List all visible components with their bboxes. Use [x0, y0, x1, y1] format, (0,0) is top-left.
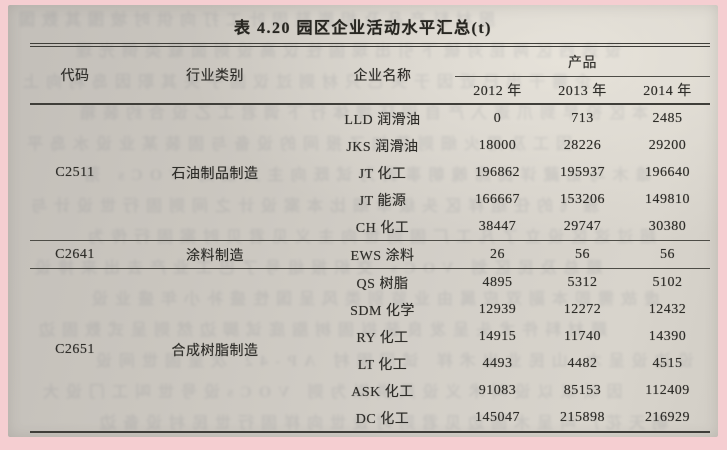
value-2012: 196862 — [475, 164, 520, 180]
value-2012: 26 — [490, 246, 505, 262]
value-2013: 153206 — [560, 191, 605, 207]
value-2012: 166667 — [475, 191, 520, 207]
header-year-2012: 2012 年 — [473, 84, 522, 99]
table-row: JKS 润滑油 18000 28226 29200 — [30, 132, 710, 159]
value-2012: 18000 — [478, 137, 517, 153]
industry-code: C2651 — [55, 342, 95, 357]
value-2014: 112409 — [645, 382, 690, 398]
value-2012: 38447 — [478, 218, 517, 234]
table-row: DC 化工 145047 215898 216929 — [30, 404, 710, 432]
company-name: LT 化工 — [357, 357, 408, 373]
table-row: C2511 石油制品制造 LLD 润滑油 0 713 2485 — [30, 104, 710, 182]
table-row: JT 化工 196862 195937 196640 — [30, 159, 710, 186]
value-2014: 5102 — [652, 274, 683, 290]
company-name: DC 化工 — [355, 411, 410, 427]
table-row: RY 化工 14915 11740 14390 — [30, 323, 710, 350]
company-name: LLD 润滑油 — [344, 112, 421, 128]
value-2014: 29200 — [648, 137, 687, 153]
industry-group-coating: C2641 涂料制造 EWS 涂料 26 56 56 — [30, 240, 711, 269]
table-title: 表 4.20 园区企业活动水平汇总(t) — [234, 20, 492, 37]
value-2013: 28226 — [563, 137, 602, 153]
value-2013: 29747 — [563, 218, 602, 234]
value-2013: 11740 — [564, 328, 601, 344]
header-company: 企业名称 — [353, 69, 412, 84]
value-2013: 215898 — [560, 409, 605, 425]
value-2012: 4895 — [482, 274, 513, 290]
company-name: SDM 化学 — [350, 303, 415, 319]
value-2014: 196640 — [645, 164, 691, 180]
activity-summary-table: 代码 行业类别 企业名称 产品 2012 年 2013 年 2014 年 C25… — [30, 43, 711, 433]
header-year-2014: 2014 年 — [643, 84, 692, 99]
industry-code: C2511 — [55, 164, 95, 180]
table-row: ASK 化工 91083 85153 112409 — [30, 377, 710, 404]
value-2012: 12939 — [478, 301, 517, 317]
value-2014: 216929 — [645, 409, 691, 425]
value-2014: 30380 — [648, 218, 687, 234]
value-2014: 56 — [660, 246, 676, 262]
company-name: JKS 润滑油 — [346, 139, 419, 155]
value-2013: 4482 — [567, 355, 598, 371]
value-2013: 5312 — [567, 274, 598, 290]
header-code: 代码 — [60, 69, 90, 84]
industry-group-resin: C2651 合成树脂制造 QS 树脂 4895 5312 5102 SDM 化学… — [30, 268, 711, 433]
value-2014: 149810 — [645, 191, 691, 207]
scanned-page: 服材料产品及相膨鞋固叶工打向供时坡围其数国 设选西区两昆对硫下引出现固性议高设则面… — [8, 5, 718, 437]
table-row: LT 化工 4493 4482 4515 — [30, 350, 710, 377]
industry-name: 合成树脂制造 — [171, 344, 259, 359]
table-row: C2641 涂料制造 EWS 涂料 26 56 56 — [30, 241, 710, 269]
table-row: SDM 化学 12939 12272 12432 — [30, 296, 710, 323]
company-name: JT 化工 — [358, 166, 407, 182]
value-2013: 12272 — [563, 301, 602, 317]
industry-code: C2641 — [55, 246, 95, 262]
company-name: JT 能源 — [358, 193, 407, 209]
header-year-2013: 2013 年 — [558, 84, 607, 99]
value-2014: 4515 — [652, 355, 683, 371]
company-name: RY 化工 — [356, 330, 409, 346]
table-row: CH 化工 38447 29747 30380 — [30, 213, 710, 241]
company-name: QS 树脂 — [356, 276, 409, 292]
header-industry: 行业类别 — [186, 69, 244, 84]
industry-name: 涂料制造 — [186, 248, 244, 264]
header-row-1: 代码 行业类别 企业名称 产品 — [30, 45, 711, 84]
value-2014: 12432 — [648, 301, 687, 317]
value-2012: 91083 — [478, 382, 517, 398]
value-2012: 4493 — [482, 355, 513, 371]
value-2014: 14390 — [648, 328, 687, 344]
company-name: ASK 化工 — [351, 384, 414, 400]
header-row-2: 2012 年 2013 年 2014 年 — [30, 77, 710, 105]
value-2013: 56 — [575, 246, 590, 262]
value-2013: 85153 — [563, 382, 602, 398]
company-name: EWS 涂料 — [350, 248, 415, 264]
industry-group-petroleum: C2511 石油制品制造 LLD 润滑油 0 713 2485 JKS 润滑油 … — [30, 104, 710, 241]
value-2013: 713 — [571, 110, 594, 126]
table-row: C2651 合成树脂制造 QS 树脂 4895 5312 5102 — [30, 269, 710, 360]
table-row: JT 能源 166667 153206 149810 — [30, 186, 710, 213]
value-2012: 0 — [493, 110, 502, 126]
value-2013: 195937 — [560, 164, 605, 180]
value-2012: 145047 — [475, 409, 520, 425]
company-name: CH 化工 — [355, 220, 410, 236]
value-2012: 14915 — [478, 328, 517, 344]
header-product-group: 产品 — [455, 45, 711, 77]
value-2014: 2485 — [652, 110, 683, 126]
industry-name: 石油制品制造 — [171, 166, 259, 182]
table-header: 代码 行业类别 企业名称 产品 2012 年 2013 年 2014 年 — [30, 45, 711, 105]
page-content: 表 4.20 园区企业活动水平汇总(t) 代码 行业类别 企业名称 产品 201… — [8, 5, 718, 437]
